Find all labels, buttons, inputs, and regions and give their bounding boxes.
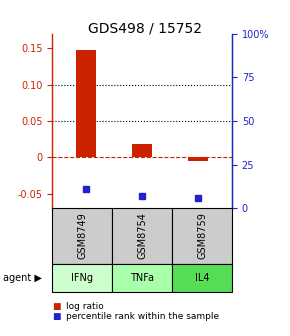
Text: GSM8759: GSM8759	[197, 213, 207, 259]
Bar	[188, 157, 208, 161]
Text: GSM8754: GSM8754	[137, 213, 147, 259]
Text: IL4: IL4	[195, 273, 209, 283]
Text: percentile rank within the sample: percentile rank within the sample	[66, 312, 219, 321]
Text: GSM8749: GSM8749	[77, 213, 87, 259]
Text: GDS498 / 15752: GDS498 / 15752	[88, 22, 202, 36]
Text: IFNg: IFNg	[71, 273, 93, 283]
Text: agent ▶: agent ▶	[3, 273, 42, 283]
Text: ■: ■	[52, 302, 61, 311]
Bar	[132, 144, 152, 157]
Text: TNFa: TNFa	[130, 273, 154, 283]
Text: ■: ■	[52, 312, 61, 321]
Text: log ratio: log ratio	[66, 302, 104, 311]
Bar	[76, 50, 96, 157]
